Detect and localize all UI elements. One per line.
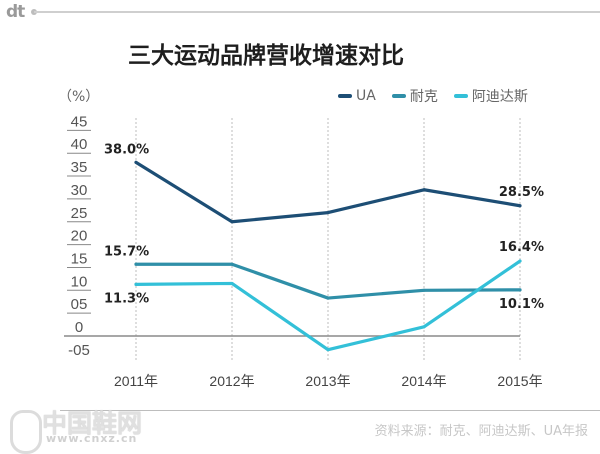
legend-swatch-adidas — [453, 94, 468, 98]
watermark-name: 中国鞋网 — [42, 409, 143, 438]
x-tick-label: 2015年 — [497, 373, 542, 389]
legend-swatch-nike — [391, 94, 406, 98]
legend-item-ua: UA — [338, 86, 376, 106]
legend-item-adidas: 阿迪达斯 — [453, 86, 528, 106]
x-tick-label: 2013年 — [305, 373, 350, 389]
y-tick-label: 45 — [71, 113, 88, 130]
legend-item-nike: 耐克 — [391, 86, 438, 106]
y-tick-label: 0 — [75, 319, 83, 336]
y-tick-label: -05 — [68, 342, 90, 359]
y-tick-label: 15 — [71, 250, 88, 267]
data-point — [518, 204, 522, 208]
data-label: 15.7% — [104, 244, 149, 259]
y-tick-label: 20 — [71, 228, 88, 245]
data-point — [326, 211, 330, 215]
legend-label-adidas: 阿迪达斯 — [471, 89, 528, 105]
data-label: 11.3% — [104, 291, 149, 306]
watermark-url: www.cnxz.cn — [46, 432, 138, 445]
x-tick-label: 2012年 — [209, 373, 254, 389]
series-line-nike — [134, 262, 522, 300]
y-tick-label: 40 — [71, 136, 88, 153]
data-point — [134, 160, 138, 164]
y-tick-label: 35 — [71, 159, 88, 176]
data-point — [422, 188, 426, 192]
data-point — [326, 296, 330, 300]
data-point — [230, 220, 234, 224]
dt-logo: dt — [6, 2, 25, 22]
legend-label-ua: UA — [356, 88, 376, 104]
legend-label-nike: 耐克 — [409, 89, 438, 105]
data-label: 16.4% — [499, 240, 544, 255]
data-point — [422, 325, 426, 329]
source-note: 资料来源：耐克、阿迪达斯、UA年报 — [374, 424, 588, 439]
data-point — [134, 282, 138, 286]
chart-title: 三大运动品牌营收增速对比 — [128, 43, 404, 69]
data-point — [230, 281, 234, 285]
y-tick-label: 30 — [71, 182, 88, 199]
legend: UA 耐克 阿迪达斯 — [338, 86, 528, 106]
data-point — [230, 262, 234, 266]
y-axis-unit: （%） — [58, 89, 100, 105]
y-tick-label: 10 — [71, 273, 88, 290]
x-tick-label: 2011年 — [114, 373, 158, 389]
data-label: 38.0% — [104, 142, 149, 157]
data-point — [518, 259, 522, 263]
x-tick-label: 2014年 — [401, 373, 446, 389]
data-point — [326, 348, 330, 352]
footer-divider — [60, 410, 600, 411]
data-label: 10.1% — [499, 297, 544, 312]
header-divider — [34, 11, 600, 13]
y-tick-label: 05 — [71, 296, 88, 313]
data-point — [134, 262, 138, 266]
data-point — [422, 288, 426, 292]
legend-swatch-ua — [338, 94, 352, 98]
y-tick-label: 25 — [71, 205, 88, 222]
data-point — [518, 288, 522, 292]
footprint-icon — [10, 410, 42, 454]
data-label: 28.5% — [499, 185, 544, 200]
